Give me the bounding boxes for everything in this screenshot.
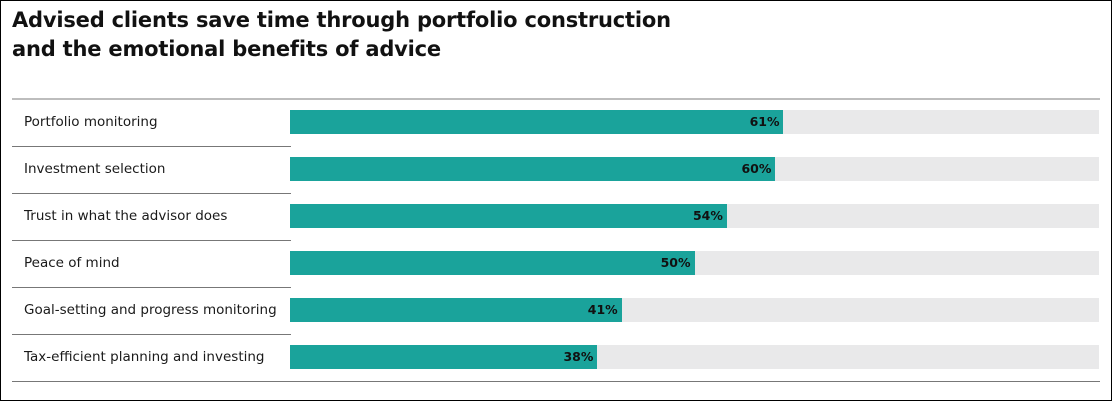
bar: 38%	[290, 345, 598, 369]
top-rule	[12, 98, 1100, 100]
row-separator	[12, 240, 291, 241]
row-separator	[12, 146, 291, 147]
bar: 50%	[290, 251, 695, 275]
category-label: Investment selection	[24, 161, 166, 177]
bar: 41%	[290, 298, 622, 322]
bar-value-label: 61%	[749, 114, 780, 129]
bar-track: 60%	[290, 157, 1099, 181]
bar-track: 41%	[290, 298, 1099, 322]
category-label: Trust in what the advisor does	[24, 208, 228, 224]
bar-value-label: 38%	[563, 349, 594, 364]
bar-value-label: 50%	[660, 255, 691, 270]
bar-track: 50%	[290, 251, 1099, 275]
bar-row: Peace of mind 50%	[1, 240, 1111, 288]
bar-track: 61%	[290, 110, 1099, 134]
category-label: Tax-efficient planning and investing	[24, 349, 265, 365]
bar-value-label: 60%	[741, 161, 772, 176]
bar-track: 38%	[290, 345, 1099, 369]
bar-value-label: 41%	[587, 302, 618, 317]
bar-value-label: 54%	[692, 208, 723, 223]
category-label: Goal-setting and progress monitoring	[24, 302, 277, 318]
bar: 54%	[290, 204, 727, 228]
bar-row: Tax-efficient planning and investing 38%	[1, 334, 1111, 381]
chart-title: Advised clients save time through portfo…	[12, 6, 912, 64]
bar-row: Portfolio monitoring 61%	[1, 99, 1111, 147]
bar-row: Trust in what the advisor does 54%	[1, 193, 1111, 241]
bar: 61%	[290, 110, 784, 134]
bar-row: Investment selection 60%	[1, 146, 1111, 194]
row-separator	[12, 334, 291, 335]
bar-row: Goal-setting and progress monitoring 41%	[1, 287, 1111, 335]
row-separator	[12, 193, 291, 194]
category-label: Peace of mind	[24, 255, 120, 271]
bar: 60%	[290, 157, 776, 181]
row-separator	[12, 287, 291, 288]
bottom-rule	[12, 381, 1100, 382]
chart-title-line-2: and the emotional benefits of advice	[12, 37, 441, 61]
bar-track: 54%	[290, 204, 1099, 228]
category-label: Portfolio monitoring	[24, 114, 158, 130]
chart-title-line-1: Advised clients save time through portfo…	[12, 8, 671, 32]
